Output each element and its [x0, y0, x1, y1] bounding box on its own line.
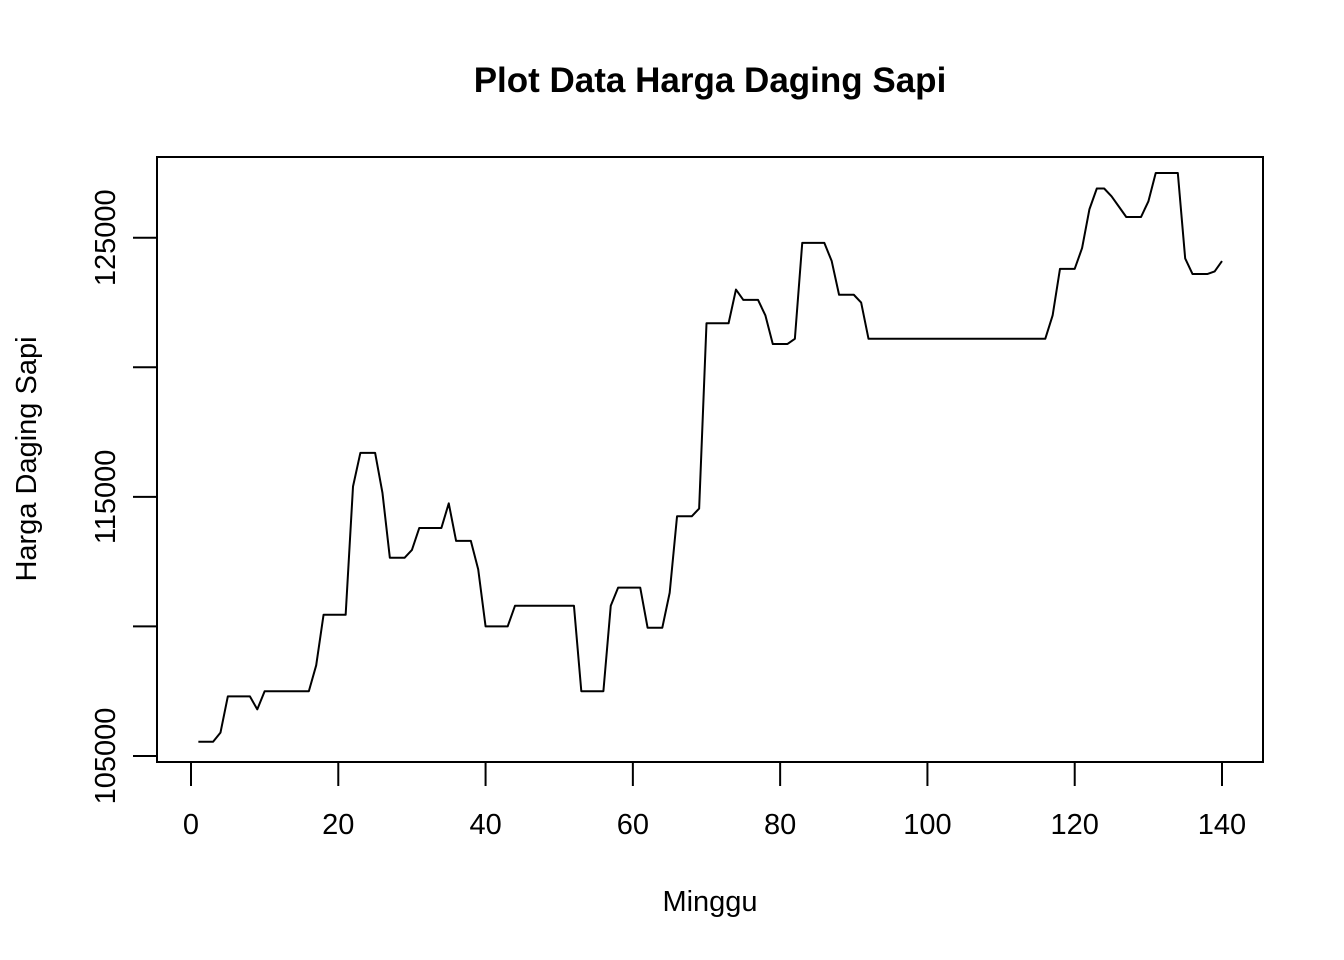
y-tick-label: 115000 — [90, 450, 122, 545]
x-tick-label: 80 — [764, 809, 796, 841]
x-tick-label: 0 — [183, 809, 199, 841]
y-axis-label: Harga Daging Sapi — [11, 336, 43, 581]
plot-frame — [156, 156, 1264, 763]
x-tick-label: 100 — [903, 809, 951, 841]
x-tick-label: 60 — [617, 809, 649, 841]
x-tick-label: 120 — [1051, 809, 1099, 841]
y-tick-label: 125000 — [90, 189, 122, 286]
x-tick-label: 140 — [1198, 809, 1246, 841]
y-axis: 105000 115000 125000 — [90, 189, 158, 805]
y-tick-label: 105000 — [90, 708, 122, 805]
x-tick-label: 40 — [469, 809, 501, 841]
series-line — [198, 171, 1223, 743]
x-tick-label: 20 — [322, 809, 354, 841]
x-axis-label: Minggu — [662, 886, 757, 918]
x-axis: 0 20 40 60 80 100 120 140 — [183, 761, 1246, 841]
chart-title: Plot Data Harga Daging Sapi — [474, 61, 947, 100]
